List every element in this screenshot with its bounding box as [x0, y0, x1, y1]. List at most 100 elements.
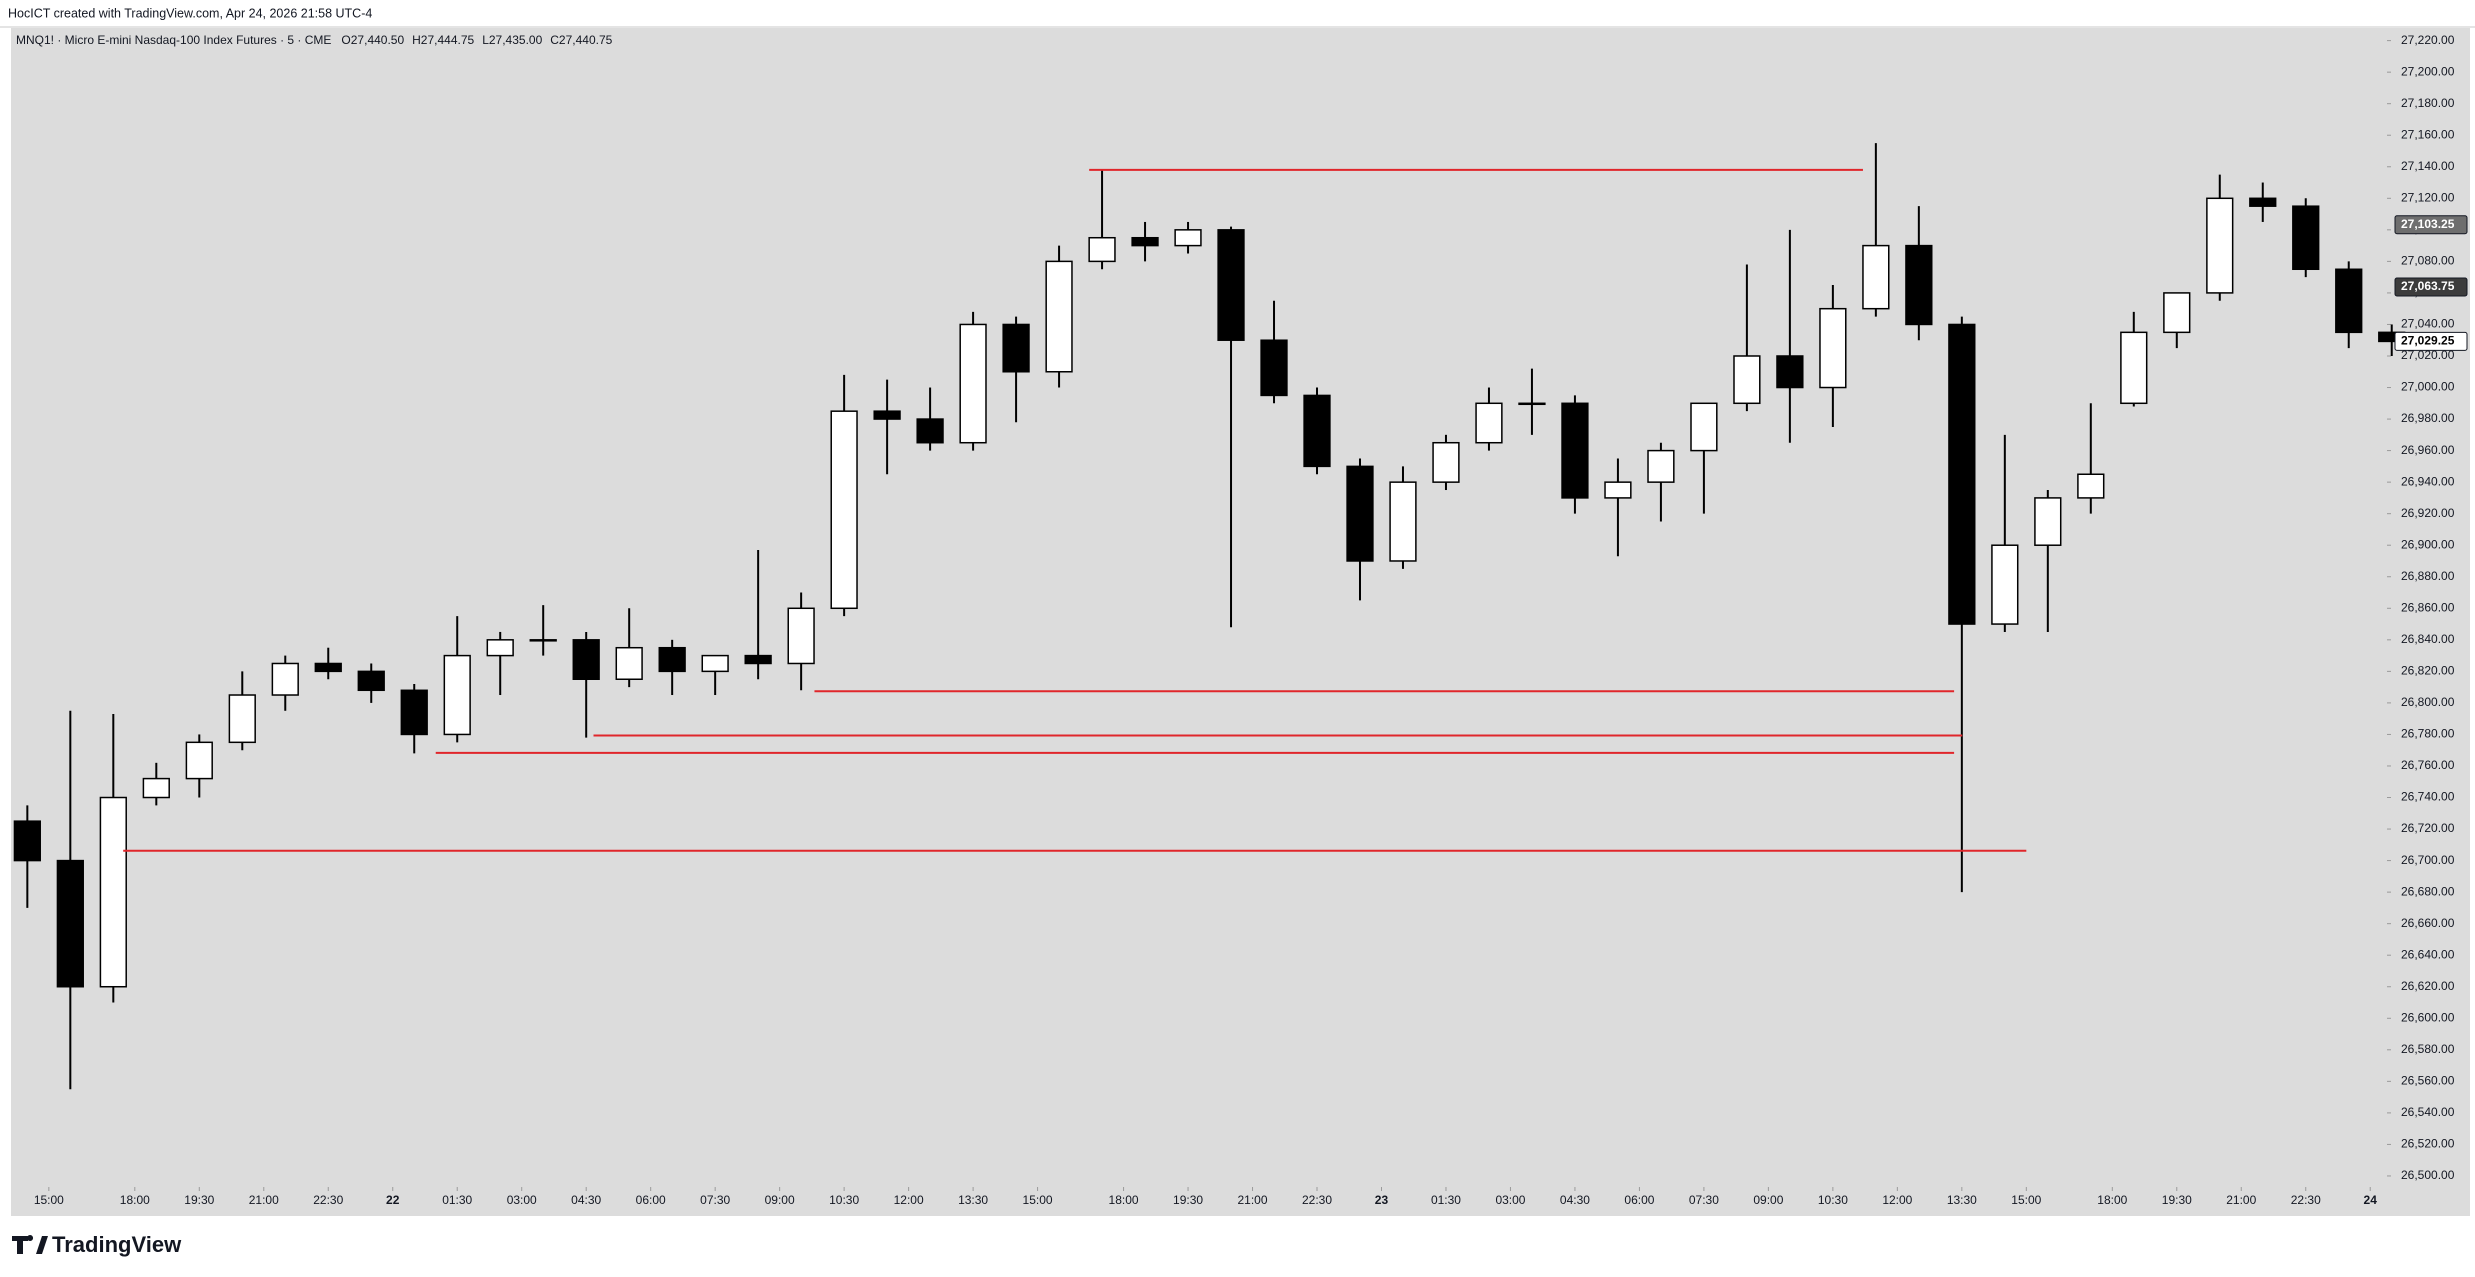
- x-tick-label: 10:30: [1818, 1193, 1848, 1207]
- x-tick-label: 22:30: [1302, 1193, 1332, 1207]
- candle-body: [1432, 441, 1460, 483]
- candle-body: [959, 323, 987, 444]
- y-tick-label: 26,500.00: [2401, 1168, 2455, 1182]
- candle-body: [2249, 197, 2277, 207]
- x-tick-label: 19:30: [1173, 1193, 1203, 1207]
- candle-body: [314, 662, 342, 673]
- candle-body: [1260, 339, 1288, 397]
- x-tick-label: 04:30: [571, 1193, 601, 1207]
- y-tick-label: 26,540.00: [2401, 1105, 2455, 1119]
- candle-body: [2077, 473, 2105, 499]
- candle-body: [486, 639, 514, 657]
- x-tick-label: 12:00: [894, 1193, 924, 1207]
- candle-body: [1346, 465, 1374, 562]
- x-tick-label: 21:00: [2226, 1193, 2256, 1207]
- candle-body: [357, 670, 385, 692]
- candle-body: [1217, 229, 1245, 341]
- brand: TradingView: [52, 1232, 182, 1257]
- ohlc-label: L27,435.00: [482, 33, 542, 47]
- x-tick-label: 22: [386, 1193, 400, 1207]
- candle-body: [1604, 481, 1632, 499]
- y-tick-label: 26,800.00: [2401, 695, 2455, 709]
- candle-body: [572, 639, 600, 680]
- credit: HocICT created with TradingView.com, Apr…: [8, 6, 372, 20]
- y-tick-label: 26,600.00: [2401, 1010, 2455, 1024]
- x-tick-label: 12:00: [1882, 1193, 1912, 1207]
- candle-body: [1174, 229, 1202, 247]
- ohlc-label: O27,440.50: [341, 33, 404, 47]
- price-label: 27,029.25: [2401, 334, 2455, 348]
- y-tick-label: 26,520.00: [2401, 1137, 2455, 1151]
- x-tick-label: 21:00: [249, 1193, 279, 1207]
- y-tick-label: 26,640.00: [2401, 947, 2455, 961]
- y-tick-label: 26,780.00: [2401, 727, 2455, 741]
- y-tick-label: 26,700.00: [2401, 853, 2455, 867]
- candle-body: [13, 820, 41, 862]
- candle-body: [2163, 292, 2191, 334]
- candle-body: [1389, 481, 1417, 562]
- candle-body: [1991, 544, 2019, 625]
- y-tick-label: 26,740.00: [2401, 790, 2455, 804]
- x-tick-label: 13:30: [1947, 1193, 1977, 1207]
- candle-body: [2335, 268, 2363, 334]
- candle-body: [1303, 394, 1331, 468]
- x-tick-label: 09:00: [765, 1193, 795, 1207]
- x-tick-label: 06:00: [636, 1193, 666, 1207]
- candle-body: [228, 694, 256, 744]
- x-tick-label: 23: [1375, 1193, 1389, 1207]
- y-tick-label: 26,840.00: [2401, 632, 2455, 646]
- candle-body: [830, 410, 858, 610]
- x-tick-label: 21:00: [1238, 1193, 1268, 1207]
- x-tick-label: 19:30: [184, 1193, 214, 1207]
- candle-body: [2206, 197, 2234, 294]
- candle-body: [1690, 402, 1718, 452]
- x-tick-label: 18:00: [1109, 1193, 1139, 1207]
- candle-body: [1905, 244, 1933, 326]
- y-tick-label: 26,620.00: [2401, 979, 2455, 993]
- plot-area: [13, 143, 2406, 1090]
- x-tick-label: 03:00: [507, 1193, 537, 1207]
- y-tick-label: 27,200.00: [2401, 64, 2455, 78]
- candle-body: [1862, 244, 1890, 310]
- y-tick-label: 27,120.00: [2401, 190, 2455, 204]
- ohlc-label: C27,440.75: [550, 33, 612, 47]
- candle-body: [2034, 497, 2062, 546]
- y-tick-label: 26,880.00: [2401, 569, 2455, 583]
- candle-body: [529, 639, 557, 642]
- candle-body: [443, 654, 471, 736]
- x-tick-label: 07:30: [1689, 1193, 1719, 1207]
- y-tick-label: 26,580.00: [2401, 1042, 2455, 1056]
- candle-body: [658, 646, 686, 673]
- x-tick-label: 18:00: [2097, 1193, 2127, 1207]
- symbol-title: MNQ1! · Micro E-mini Nasdaq-100 Index Fu…: [16, 33, 331, 47]
- x-tick-label: 04:30: [1560, 1193, 1590, 1207]
- candle-body: [2292, 205, 2320, 271]
- candle-body: [1776, 355, 1804, 389]
- chart-background: [11, 28, 2470, 1216]
- x-tick-label: 15:00: [1023, 1193, 1053, 1207]
- y-tick-label: 26,560.00: [2401, 1074, 2455, 1088]
- candle-body: [1475, 402, 1503, 444]
- candle-body: [873, 410, 901, 420]
- candle-body: [1948, 323, 1976, 625]
- x-tick-label: 22:30: [313, 1193, 343, 1207]
- candle-body: [615, 646, 643, 680]
- price-label-box: [2394, 215, 2468, 235]
- y-tick-label: 26,960.00: [2401, 443, 2455, 457]
- x-tick-label: 03:00: [1495, 1193, 1525, 1207]
- candle-body: [56, 859, 84, 988]
- y-tick-label: 26,940.00: [2401, 474, 2455, 488]
- candle-body: [916, 418, 944, 444]
- y-tick-label: 27,020.00: [2401, 348, 2455, 362]
- candle-body: [1819, 307, 1847, 389]
- ohlc-label: H27,444.75: [412, 33, 474, 47]
- candle-body: [271, 662, 299, 696]
- logo-icon: [12, 1235, 48, 1254]
- x-tick-label: 13:30: [958, 1193, 988, 1207]
- y-tick-label: 26,680.00: [2401, 884, 2455, 898]
- candle-body: [1733, 355, 1761, 405]
- y-tick-label: 27,040.00: [2401, 317, 2455, 331]
- y-tick-label: 27,140.00: [2401, 159, 2455, 173]
